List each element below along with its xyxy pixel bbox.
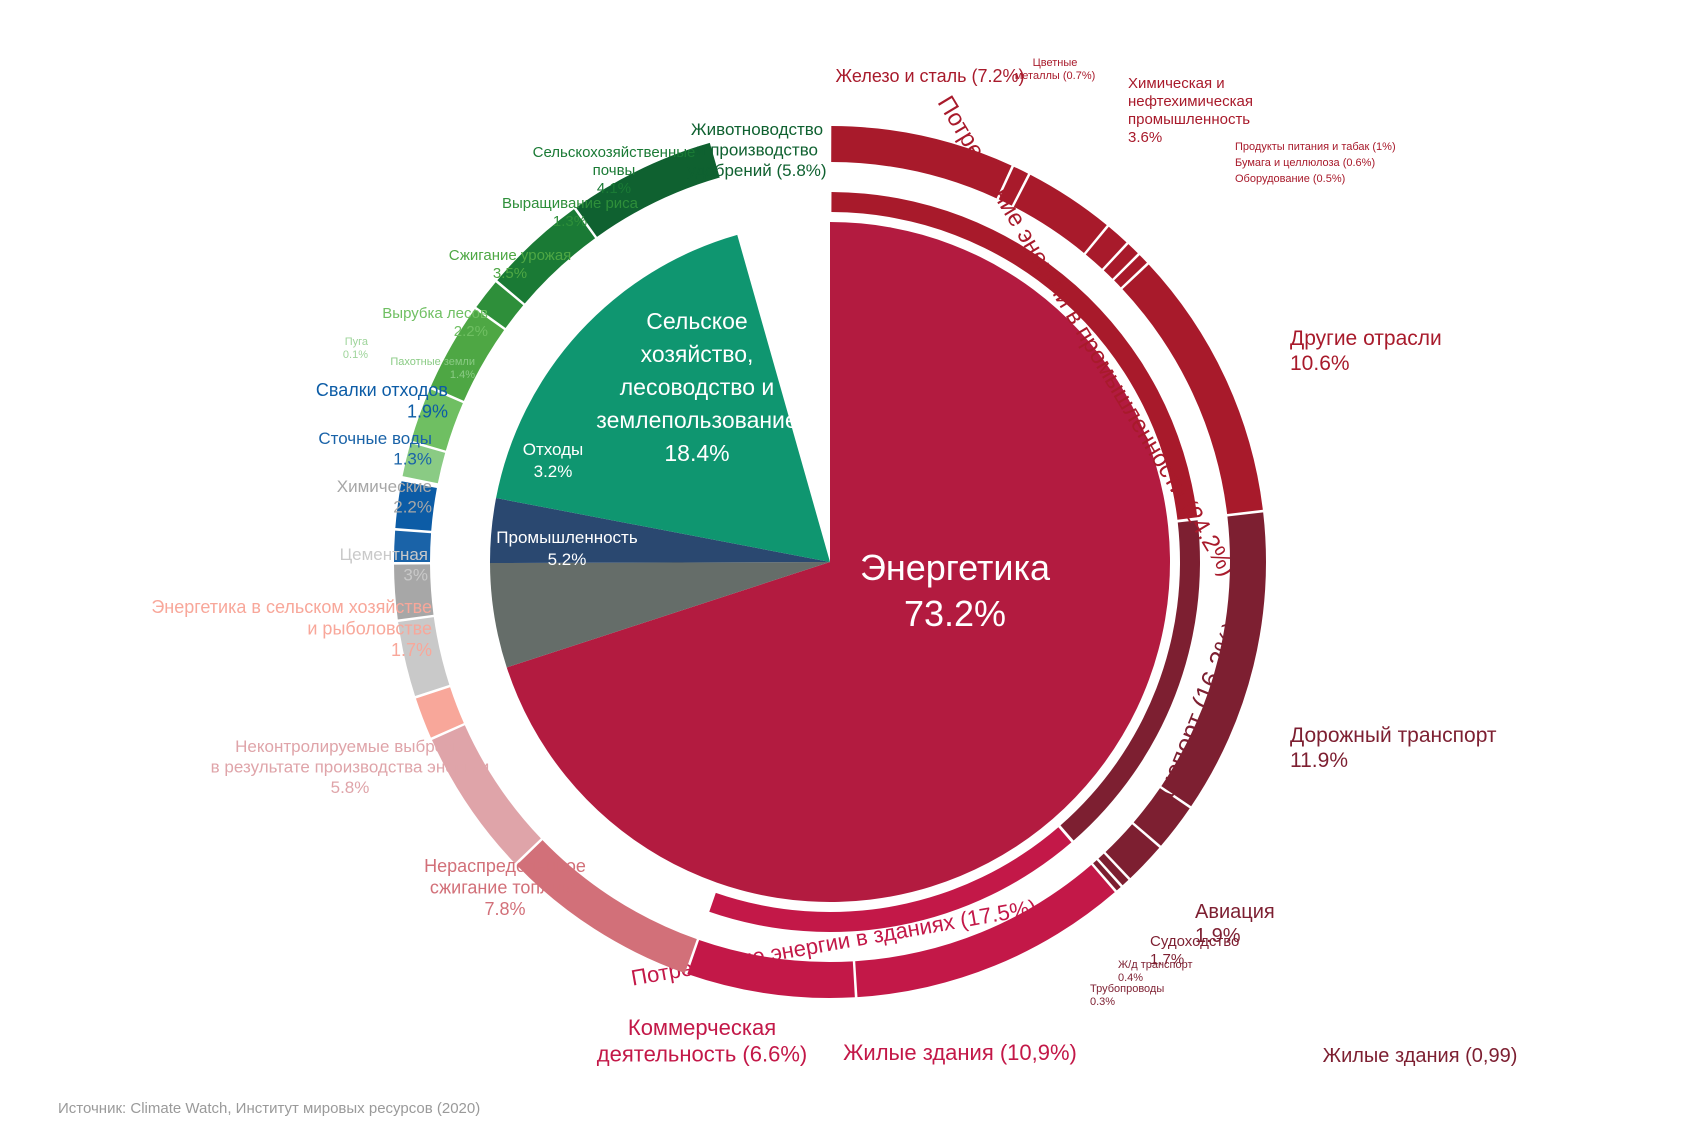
outer-label-9: Судоходство 1.7% [1150,933,1239,968]
outer-label-18: Химические 2.2% [337,477,432,516]
outer-ring-24 [430,309,505,401]
outer-label-21: Пуга 0.1% [343,336,369,361]
outer-ring-25 [476,282,524,329]
outer-ring-11 [1093,860,1121,891]
outer-ring-23 [411,388,463,451]
outer-ring-21 [402,478,438,486]
outer-ring-9 [1105,824,1160,879]
outer-label-10: Ж/д транспорт 0.4% [1118,959,1193,984]
outer-ring-22 [402,443,446,484]
outer-label-17: Цементная 3% [340,545,428,584]
outer-label-8: Авиация 1.9% [1195,901,1275,947]
outer-label-25: Выращивание риса 1.3% [502,195,639,230]
outer-ring-10 [1098,853,1129,886]
outer-ring-8 [1133,788,1190,846]
outer-ring-26 [497,209,596,304]
outer-ring-2 [1013,174,1107,253]
outer-label-5: Оборудование (0.5%) [1235,173,1345,185]
outer-ring-0 [831,126,1012,199]
outer-label-7: Дорожный транспорт 11.9% [1290,724,1497,772]
outer-label-22: Пахотные земли 1.4% [390,356,475,381]
pie-slice-3 [496,234,830,562]
outer-ring-5 [1114,255,1147,288]
outer-label-12: Жилые здания (10,9%) [843,1040,1077,1065]
middle-ring-транспорт-16-2 [1060,520,1200,841]
outer-ring-18 [394,564,434,620]
outer-ring-4 [1103,244,1138,279]
middle-ring-потребление-энергии-в-промышле [831,192,1198,520]
outer-ring-20 [395,481,437,531]
outer-ring-6 [1122,264,1263,515]
outer-label-2: Химическая и нефтехимическая промышленност… [1128,75,1253,146]
source-note: Источник: Climate Watch, Институт мировы… [58,1100,481,1117]
outer-label-24: Сжигание урожая 3.5% [449,247,572,282]
pie-label-1: Промышленность 5.2% [496,528,638,569]
outer-label-1: Цветные металлы (0.7%) [1015,57,1096,82]
outer-ring-27 [576,142,720,237]
pie-label-3: Сельское хозяйство, лесоводство и землеполь… [596,308,797,466]
outer-ring-14 [516,840,697,974]
outer-ring-7 [1161,512,1266,807]
pie-slice-0 [506,222,1171,902]
outer-label-4: Бумага и целлюлоза (0.6%) [1235,157,1375,169]
outer-ring-17 [398,617,450,696]
outer-ring-1 [998,166,1029,206]
outer-ring-13 [687,939,855,999]
pie-slice-1 [490,562,830,668]
pie-label-2: Отходы 3.2% [523,440,584,481]
outer-label-13: Коммерческая деятельность (6.6%) [597,1015,807,1066]
outer-ring-15 [431,725,541,864]
outer-label-15: Неконтролируемые выбросы в результате про… [211,737,490,797]
outer-label-27: Животноводство и производство удобрений (5… [687,120,826,180]
middle-ring-потребление-энергии-в-зданиях- [709,827,1072,933]
outer-label-16: Энергетика в сельском хозяйстве и рыболов… [151,597,432,660]
outer-label-19: Сточные воды 1.3% [318,429,432,468]
pie-label-0: Энергетика 73.2% [860,547,1051,634]
outer-ring-12 [855,864,1115,998]
outer-ring-19 [394,530,432,563]
outer-label-0: Железо и сталь (7.2%) [836,66,1025,86]
outer-label-3: Продукты питания и табак (1%) [1235,141,1396,153]
outer-ring-3 [1085,226,1127,269]
pie-slice-2 [490,498,830,564]
outer-label-6: Другие отрасли 10.6% [1290,327,1442,375]
outer-label-11: Трубопроводы 0.3% [1090,983,1164,1008]
outer-label-26: Сельскохозяйственные почвы 4.1% [533,144,696,197]
outer-label-14: Нераспределенное сжигание топлива 7.8% [424,856,586,919]
outer-label-20: Свалки отходов 1.9% [316,380,448,422]
extra-label-0: Жилые здания (0,99) [1323,1045,1518,1067]
outer-ring-16 [415,687,464,738]
outer-label-23: Вырубка лесов 2.2% [382,305,488,340]
